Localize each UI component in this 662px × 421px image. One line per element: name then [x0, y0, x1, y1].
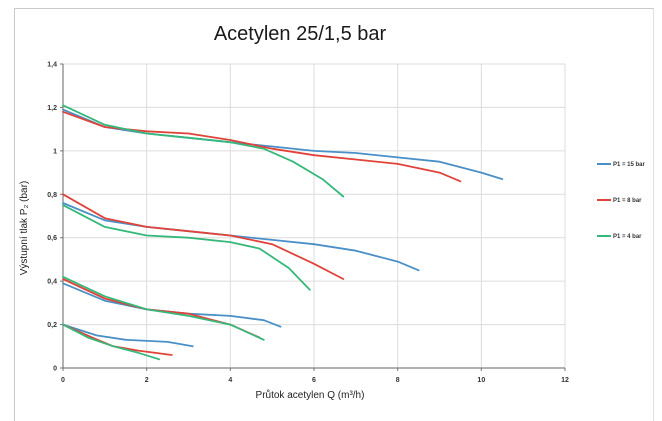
y-tick-label: 0: [53, 366, 57, 373]
gridlines: [63, 63, 566, 368]
legend-label: P1 = 15 bar: [613, 162, 646, 168]
y-tick-label: 1,4: [47, 62, 57, 69]
y-tick-label: 0,8: [47, 192, 57, 199]
legend: P1 = 15 bar P1 = 8 bar P1 = 4 bar: [597, 162, 646, 240]
x-tick-labels: 0 2 4 6 8 10 12: [61, 377, 569, 384]
series-line-3-curve-4: [62, 323, 161, 361]
series-line-1-curve-1: [62, 108, 504, 180]
legend-label: P1 = 4 bar: [613, 234, 642, 240]
series-line-3-curve-3: [62, 275, 265, 341]
x-tick-label: 10: [477, 377, 485, 384]
series-line-2-curve-1: [62, 110, 462, 183]
series-line-1-curve-2: [62, 202, 420, 272]
series-lines: [62, 104, 504, 361]
y-tick-label: 0,6: [47, 235, 57, 242]
x-axis-label: Průtok acetylen Q (m³/h): [256, 389, 365, 401]
legend-label: P1 = 8 bar: [613, 198, 642, 204]
x-tick-label: 2: [145, 377, 149, 384]
x-tick-label: 6: [312, 377, 316, 384]
axes: [60, 63, 566, 371]
y-tick-label: 0,2: [47, 322, 57, 329]
y-tick-label: 1,2: [47, 105, 57, 112]
y-tick-label: 1: [53, 148, 57, 155]
y-tick-label: 0,4: [47, 279, 57, 286]
series-line-3-curve-1: [62, 104, 345, 198]
series-line-1-curve-4: [62, 323, 194, 348]
x-tick-label: 8: [396, 377, 400, 384]
y-axis-label: Výstupní tlak P₂ (bar): [19, 181, 30, 275]
series-line-1-curve-3: [62, 282, 282, 328]
chart-frame: [14, 8, 654, 421]
chart-title: Acetylen 25/1,5 bar: [214, 23, 387, 45]
x-tick-label: 0: [61, 377, 65, 384]
series-line-2-curve-2: [62, 193, 345, 280]
x-tick-label: 4: [228, 377, 232, 384]
series-line-3-curve-2: [62, 204, 311, 291]
x-tick-label: 12: [561, 377, 569, 384]
y-tick-labels: 0 0,2 0,4 0,6 0,8 1 1,2 1,4: [47, 62, 57, 373]
